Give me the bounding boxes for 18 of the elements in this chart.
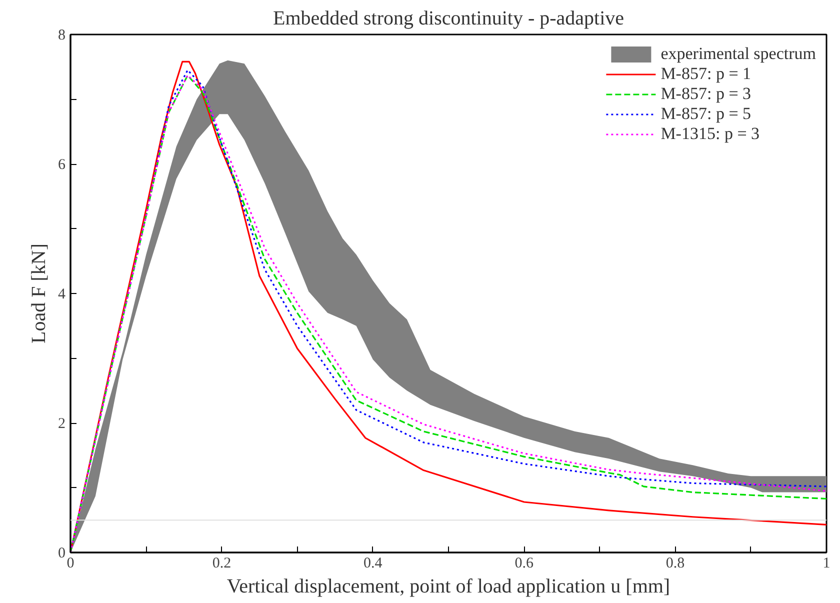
y-tick-label: 0 <box>58 546 66 562</box>
x-tick-label: 0.2 <box>212 556 232 572</box>
y-tick-label: 4 <box>58 286 66 302</box>
x-tick-label: 0.8 <box>666 556 685 572</box>
x-tick-label: 0.4 <box>364 556 383 572</box>
legend-label: M-857: p = 1 <box>660 64 752 84</box>
legend-label: M-857: p = 5 <box>660 104 752 124</box>
legend-label: M-1315: p = 3 <box>660 124 760 144</box>
x-axis-title: Vertical displacement, point of load application u [mm] <box>226 576 670 598</box>
y-axis-title: Load F [kN] <box>28 244 50 344</box>
y-tick-label: 8 <box>58 28 66 44</box>
chart-title: Embedded strong discontinuity - p-adaptive <box>272 8 624 30</box>
y-tick-label: 2 <box>58 416 66 432</box>
y-tick-label: 6 <box>58 157 66 173</box>
legend-label: M-857: p = 3 <box>660 84 752 104</box>
x-tick-label: 0.6 <box>514 556 534 572</box>
x-tick-label: 1 <box>822 556 830 572</box>
legend-label: experimental spectrum <box>660 44 816 64</box>
